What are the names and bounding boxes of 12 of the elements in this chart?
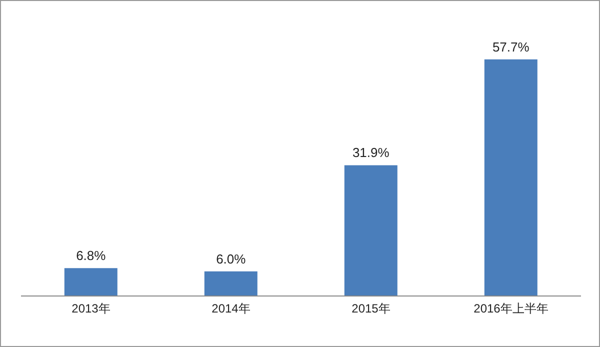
data-label: 57.7% (492, 39, 530, 54)
data-label: 31.9% (352, 145, 390, 160)
x-tick-label: 2013年 (72, 302, 110, 316)
data-label: 6.8% (76, 248, 106, 264)
x-tick-label: 2014年 (212, 302, 250, 316)
bar (484, 59, 538, 296)
bar (64, 268, 118, 296)
x-tick-label: 2016年上半年 (474, 302, 548, 316)
x-tick-label: 2015年 (352, 302, 390, 316)
bar (204, 271, 258, 296)
data-label: 6.0% (216, 251, 246, 266)
bar (344, 165, 398, 296)
